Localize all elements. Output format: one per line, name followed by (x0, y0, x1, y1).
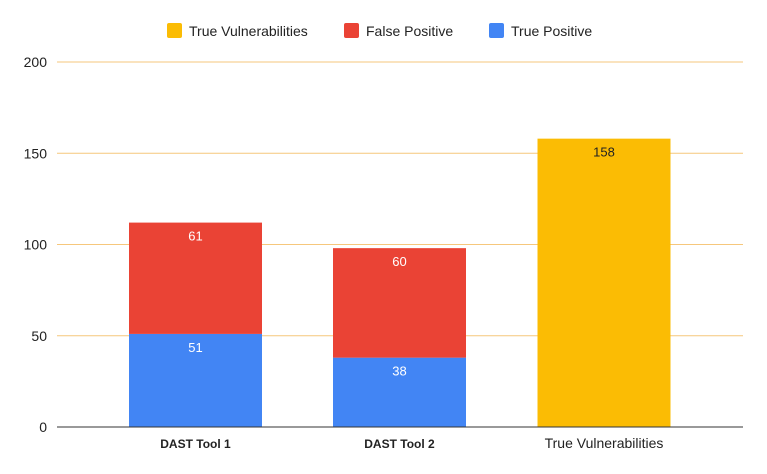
y-tick-label: 150 (24, 145, 48, 161)
legend-label: True Positive (511, 23, 592, 39)
data-label: 60 (392, 254, 406, 269)
legend-swatch (344, 23, 359, 38)
data-label: 38 (392, 364, 406, 379)
bar-true-positive (333, 357, 466, 427)
x-tick-label: DAST Tool 2 (364, 437, 435, 451)
data-label: 51 (188, 340, 202, 355)
y-tick-label: 50 (31, 328, 47, 344)
y-tick-label: 0 (39, 419, 47, 435)
y-tick-label: 100 (24, 237, 48, 253)
legend-label: True Vulnerabilities (189, 23, 308, 39)
data-label: 158 (593, 145, 615, 160)
bar-true-positive (129, 333, 262, 427)
legend-swatch (489, 23, 504, 38)
x-tick-label: DAST Tool 1 (160, 437, 231, 451)
data-label: 61 (188, 229, 202, 244)
bar-true-vulnerabilities (537, 138, 671, 427)
legend-swatch (167, 23, 182, 38)
x-tick-label: True Vulnerabilities (545, 435, 664, 451)
bar-false-positive (333, 248, 466, 358)
y-tick-label: 200 (24, 54, 48, 70)
bar-false-positive (129, 222, 262, 334)
legend-label: False Positive (366, 23, 453, 39)
